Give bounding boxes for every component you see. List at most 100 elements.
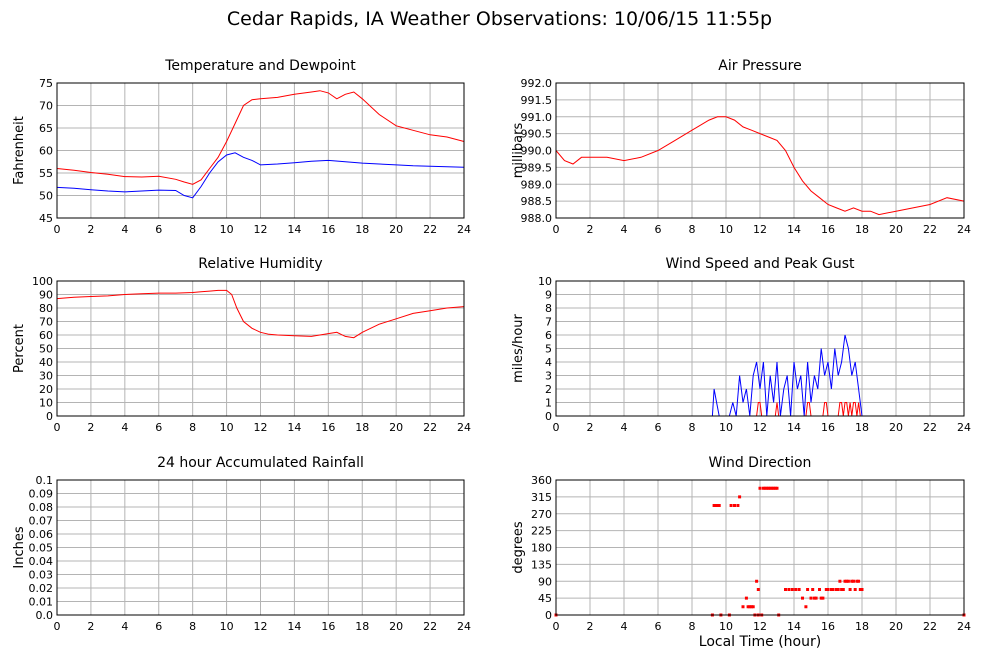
y-tick-label: 50 — [39, 343, 53, 356]
y-tick-label: 992.0 — [521, 77, 553, 90]
y-axis-label: millibars — [511, 123, 526, 179]
chart-title: Wind Direction — [709, 455, 812, 471]
x-tick-label: 14 — [787, 620, 801, 633]
page-title: Cedar Rapids, IA Weather Observations: 1… — [226, 8, 773, 30]
data-point — [835, 588, 838, 591]
data-point — [838, 579, 842, 583]
x-tick-label: 4 — [121, 421, 128, 434]
data-point — [812, 596, 816, 600]
x-tick-label: 12 — [254, 223, 268, 236]
x-tick-label: 14 — [287, 421, 301, 434]
y-tick-label: 45 — [39, 212, 53, 225]
y-tick-label: 80 — [39, 302, 53, 315]
data-point — [804, 605, 808, 609]
plot-frame — [555, 479, 965, 616]
y-tick-label: 0.0 — [36, 609, 54, 622]
data-point — [850, 579, 854, 583]
data-point — [826, 588, 830, 591]
y-axis-label: degrees — [511, 521, 526, 574]
x-tick-label: 18 — [355, 223, 369, 236]
x-tick-label: 20 — [889, 620, 903, 633]
data-point — [829, 588, 833, 591]
y-tick-label: 0 — [46, 410, 53, 423]
y-tick-label: 60 — [39, 145, 53, 158]
x-tick-label: 24 — [457, 421, 471, 434]
y-tick-label: 989.0 — [521, 178, 553, 191]
y-tick-label: 0 — [545, 609, 552, 622]
data-point — [846, 579, 850, 583]
x-tick-label: 18 — [855, 620, 869, 633]
x-tick-label: 10 — [719, 223, 733, 236]
x-tick-label: 16 — [321, 620, 335, 633]
x-tick-label: 24 — [957, 223, 971, 236]
x-tick-label: 16 — [321, 223, 335, 236]
x-tick-label: 12 — [753, 421, 767, 434]
y-tick-label: 2 — [545, 383, 552, 396]
data-point — [811, 588, 815, 591]
y-tick-label: 4 — [545, 356, 552, 369]
x-tick-label: 10 — [220, 620, 234, 633]
data-point — [857, 579, 861, 583]
chart-title: 24 hour Accumulated Rainfall — [157, 455, 364, 471]
data-point — [744, 596, 748, 600]
y-tick-label: 0.03 — [29, 569, 54, 582]
y-tick-label: 90 — [538, 575, 552, 588]
data-point — [831, 588, 835, 591]
plot-frame — [555, 82, 965, 219]
y-tick-label: 100 — [32, 275, 53, 288]
x-tick-label: 8 — [189, 223, 196, 236]
y-tick-label: 0.1 — [36, 474, 54, 487]
x-tick-label: 10 — [719, 620, 733, 633]
x-tick-label: 16 — [821, 620, 835, 633]
x-tick-label: 12 — [753, 620, 767, 633]
x-tick-label: 4 — [621, 223, 628, 236]
x-tick-label: 18 — [355, 620, 369, 633]
data-point — [801, 596, 804, 600]
y-tick-label: 0.02 — [29, 582, 54, 595]
data-point — [733, 504, 736, 507]
data-point — [806, 588, 810, 591]
data-point — [819, 596, 823, 600]
data-point — [797, 588, 801, 591]
y-tick-label: 65 — [39, 122, 53, 135]
x-tick-label: 24 — [957, 421, 971, 434]
data-point — [751, 605, 755, 609]
y-tick-label: 0.05 — [29, 542, 54, 555]
data-point — [840, 588, 844, 591]
x-tick-label: 8 — [689, 620, 696, 633]
data-point — [712, 504, 716, 507]
data-point — [860, 588, 864, 591]
x-tick-label: 24 — [457, 620, 471, 633]
y-tick-label: 360 — [531, 474, 552, 487]
x-tick-label: 14 — [787, 223, 801, 236]
y-axis-label: Inches — [12, 526, 27, 568]
x-tick-label: 8 — [689, 223, 696, 236]
y-tick-label: 10 — [538, 275, 552, 288]
x-tick-label: 18 — [355, 421, 369, 434]
plot-frame — [56, 280, 465, 417]
y-tick-label: 0.01 — [29, 596, 54, 609]
x-tick-label: 20 — [889, 223, 903, 236]
data-point — [794, 588, 798, 591]
data-point — [809, 596, 813, 600]
shared-x-axis-label: Local Time (hour) — [698, 634, 822, 650]
x-tick-label: 6 — [155, 620, 162, 633]
y-axis-label: miles/hour — [511, 313, 526, 382]
data-point — [787, 588, 791, 591]
chart-title: Wind Speed and Peak Gust — [666, 256, 855, 272]
x-tick-label: 22 — [923, 620, 937, 633]
x-tick-label: 8 — [189, 421, 196, 434]
data-point — [768, 486, 772, 490]
series-line-0 — [555, 116, 965, 216]
x-tick-label: 20 — [389, 620, 403, 633]
y-tick-label: 5 — [545, 343, 552, 356]
x-tick-label: 8 — [689, 421, 696, 434]
data-point — [818, 588, 821, 591]
data-point — [758, 486, 762, 490]
data-point — [714, 504, 718, 507]
y-tick-label: 30 — [39, 370, 53, 383]
x-tick-label: 10 — [220, 421, 234, 434]
y-tick-label: 6 — [545, 329, 552, 342]
x-tick-label: 22 — [423, 620, 437, 633]
